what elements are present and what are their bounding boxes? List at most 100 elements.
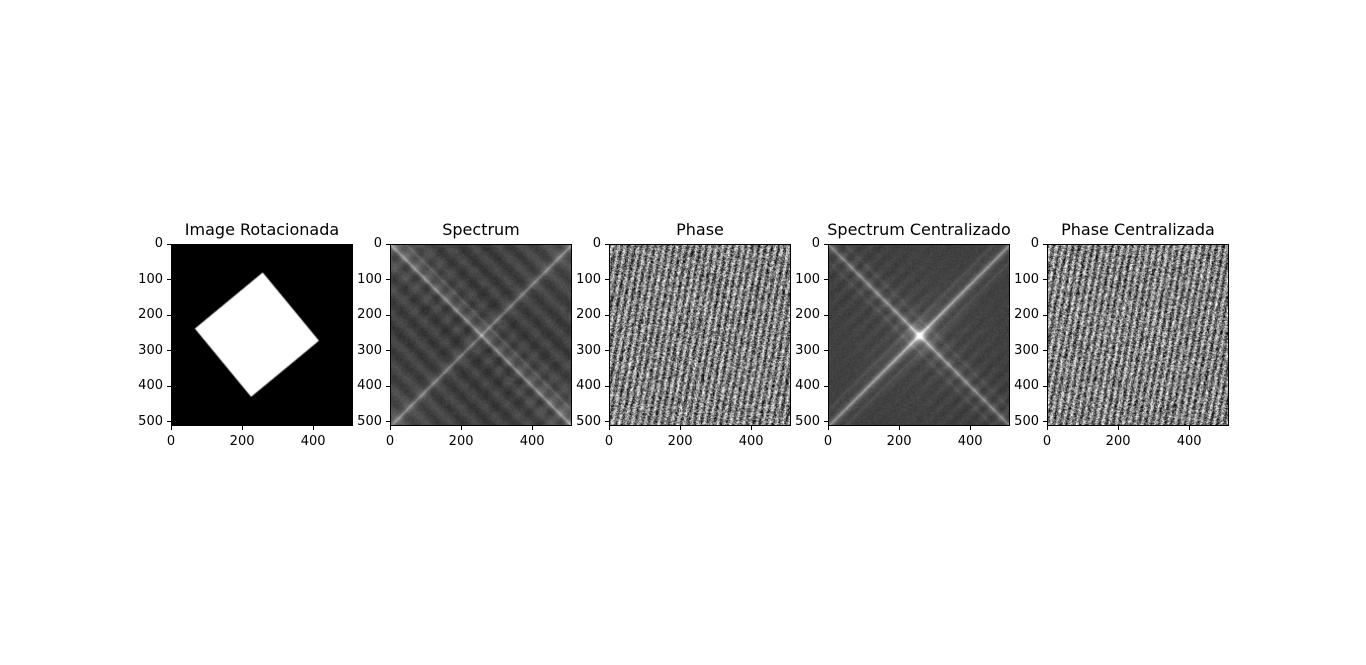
y-tick-mark: [167, 314, 171, 316]
y-tick-mark: [824, 385, 828, 387]
panel-title: Phase: [676, 220, 724, 239]
y-tick-mark: [824, 350, 828, 352]
x-tick-label: 400: [1176, 434, 1202, 449]
y-tick-label: 500: [795, 413, 820, 429]
y-tick-label: 100: [576, 271, 601, 287]
x-tick-mark: [898, 426, 900, 430]
y-tick-label: 400: [1014, 378, 1039, 394]
x-tick-mark: [608, 426, 610, 430]
y-tick-label: 200: [1014, 307, 1039, 323]
y-tick-mark: [1043, 314, 1047, 316]
y-tick-label: 200: [795, 307, 820, 323]
y-tick-mark: [386, 385, 390, 387]
y-tick-label: 500: [1014, 413, 1039, 429]
x-tick-label: 200: [229, 434, 255, 449]
panel-title: Phase Centralizada: [1061, 220, 1215, 239]
y-tick-label: 100: [138, 271, 163, 287]
y-tick-mark: [167, 279, 171, 281]
y-tick-mark: [605, 314, 609, 316]
image-axes: [1047, 244, 1229, 426]
y-tick-mark: [1043, 385, 1047, 387]
y-tick-mark: [167, 243, 171, 245]
y-tick-label: 0: [1030, 236, 1039, 251]
x-tick-label: 0: [604, 434, 614, 449]
image-axes: [390, 244, 572, 426]
x-tick-label: 0: [1042, 434, 1052, 449]
y-tick-label: 400: [795, 378, 820, 394]
image-canvas: [1048, 245, 1228, 425]
y-tick-mark: [167, 385, 171, 387]
y-tick-mark: [1043, 421, 1047, 423]
y-tick-label: 200: [576, 307, 601, 323]
x-tick-mark: [827, 426, 829, 430]
y-tick-mark: [167, 421, 171, 423]
y-tick-mark: [1043, 279, 1047, 281]
x-tick-label: 200: [448, 434, 474, 449]
y-tick-mark: [386, 279, 390, 281]
x-tick-mark: [241, 426, 243, 430]
y-tick-label: 200: [138, 307, 163, 323]
x-tick-label: 0: [166, 434, 176, 449]
y-tick-label: 100: [357, 271, 382, 287]
x-tick-mark: [312, 426, 314, 430]
x-tick-label: 400: [738, 434, 764, 449]
panel-title: Spectrum: [442, 220, 520, 239]
y-tick-mark: [824, 421, 828, 423]
x-tick-mark: [750, 426, 752, 430]
y-tick-label: 0: [154, 236, 163, 251]
image-canvas: [829, 245, 1009, 425]
y-tick-label: 100: [1014, 271, 1039, 287]
y-tick-label: 500: [357, 413, 382, 429]
y-tick-label: 400: [576, 378, 601, 394]
y-tick-label: 0: [592, 236, 601, 251]
y-tick-mark: [386, 314, 390, 316]
y-tick-mark: [605, 385, 609, 387]
y-tick-label: 100: [795, 271, 820, 287]
y-tick-label: 400: [357, 378, 382, 394]
y-tick-label: 500: [576, 413, 601, 429]
x-tick-label: 200: [1105, 434, 1131, 449]
image-canvas: [172, 245, 352, 425]
y-tick-mark: [605, 243, 609, 245]
image-axes: [171, 244, 353, 426]
y-tick-label: 0: [373, 236, 382, 251]
y-tick-label: 400: [138, 378, 163, 394]
y-tick-mark: [605, 421, 609, 423]
y-tick-label: 300: [357, 342, 382, 358]
y-tick-mark: [824, 314, 828, 316]
x-tick-mark: [1046, 426, 1048, 430]
y-tick-label: 300: [1014, 342, 1039, 358]
image-axes: [609, 244, 791, 426]
y-tick-mark: [605, 350, 609, 352]
x-tick-label: 200: [886, 434, 912, 449]
y-tick-mark: [605, 279, 609, 281]
x-tick-label: 0: [385, 434, 395, 449]
x-tick-mark: [531, 426, 533, 430]
image-axes: [828, 244, 1010, 426]
image-canvas: [391, 245, 571, 425]
x-tick-label: 400: [300, 434, 326, 449]
y-tick-label: 300: [795, 342, 820, 358]
x-tick-label: 400: [519, 434, 545, 449]
y-tick-mark: [824, 243, 828, 245]
x-tick-mark: [460, 426, 462, 430]
y-tick-label: 300: [576, 342, 601, 358]
y-tick-label: 200: [357, 307, 382, 323]
panel-title: Spectrum Centralizado: [827, 220, 1011, 239]
x-tick-mark: [679, 426, 681, 430]
y-tick-mark: [824, 279, 828, 281]
x-tick-label: 0: [823, 434, 833, 449]
x-tick-label: 200: [667, 434, 693, 449]
y-tick-mark: [386, 243, 390, 245]
y-tick-label: 500: [138, 413, 163, 429]
y-tick-mark: [167, 350, 171, 352]
image-canvas: [610, 245, 790, 425]
y-tick-mark: [386, 421, 390, 423]
y-tick-mark: [386, 350, 390, 352]
y-tick-mark: [1043, 350, 1047, 352]
x-tick-mark: [1188, 426, 1190, 430]
y-tick-label: 300: [138, 342, 163, 358]
x-tick-mark: [170, 426, 172, 430]
x-tick-mark: [389, 426, 391, 430]
